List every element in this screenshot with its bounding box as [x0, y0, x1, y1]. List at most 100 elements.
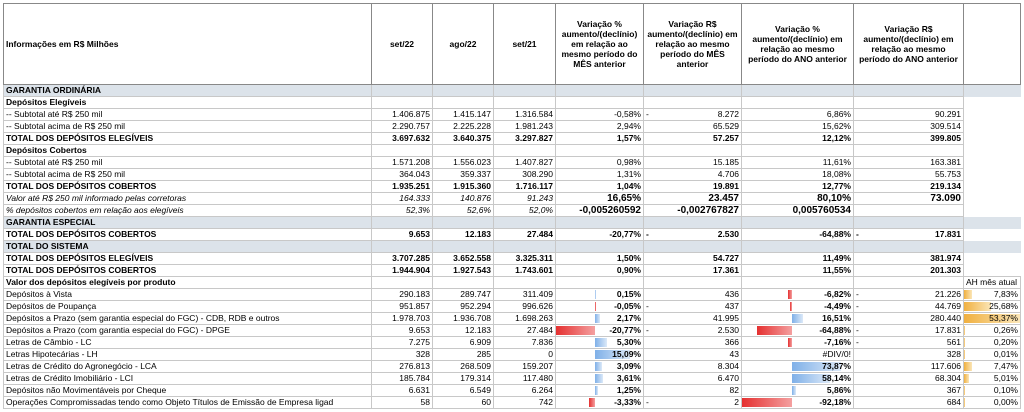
- row-label: Depósitos à Vista: [3, 288, 372, 301]
- value-cell: -20,77%: [555, 324, 644, 337]
- row-label: Depósitos a Prazo (com garantia especial…: [3, 324, 372, 337]
- value-cell: 11,55%: [741, 264, 854, 277]
- amount: 2.530: [717, 229, 739, 240]
- value-cell: [371, 96, 433, 109]
- value-cell: [643, 144, 742, 157]
- value-cell: 54.727: [643, 252, 742, 265]
- value-cell: 1.743.601: [493, 264, 556, 277]
- value-cell: [371, 276, 433, 289]
- value-cell: [643, 96, 742, 109]
- value-cell: 1,31%: [555, 168, 644, 181]
- value-cell: 1,25%: [555, 384, 644, 397]
- value-cell: 359.337: [432, 168, 494, 181]
- cell-text: 7,83%: [993, 289, 1018, 300]
- value-cell: 952.294: [432, 300, 494, 313]
- data-bar: [588, 398, 596, 407]
- amount: 2: [734, 397, 739, 408]
- ah-cell: 0,26%: [963, 324, 1021, 337]
- value-cell: 90.291: [853, 108, 964, 121]
- value-cell: #DIV/0!: [741, 348, 854, 361]
- sign: -: [646, 325, 649, 336]
- value-cell: 73.090: [853, 192, 964, 205]
- table-row: Depósitos de Poupança 951.857 952.294 996.6…: [3, 300, 1021, 313]
- value-cell: 364.043: [371, 168, 433, 181]
- value-cell: - 21.226: [853, 288, 964, 301]
- table-row: Letras de Crédito do Agronegócio - LCA 27…: [3, 360, 1021, 373]
- value-cell: 15,62%: [741, 120, 854, 133]
- value-cell: [493, 84, 556, 97]
- value-cell: [741, 96, 854, 109]
- value-cell: 27.484: [493, 324, 556, 337]
- ah-cell: [964, 205, 1021, 217]
- cell-text: 25,68%: [989, 301, 1018, 312]
- value-cell: 58,14%: [741, 372, 854, 385]
- value-cell: 15,09%: [555, 348, 644, 361]
- value-cell: 9.653: [371, 228, 433, 241]
- value-cell: 276.813: [371, 360, 433, 373]
- data-bar: [964, 338, 965, 347]
- cell-text: -4,49%: [824, 301, 851, 312]
- value-cell: 164.333: [371, 192, 433, 205]
- value-cell: 1.415.147: [432, 108, 494, 121]
- sign: -: [856, 325, 859, 336]
- sign: -: [646, 229, 649, 240]
- ah-cell: 0,20%: [963, 336, 1021, 349]
- value-cell: -64,88%: [741, 324, 854, 337]
- value-cell: -0,002767827: [643, 204, 742, 217]
- ah-cell: [964, 181, 1021, 193]
- table-row: Depósitos a Prazo (com garantia especial…: [3, 324, 1021, 337]
- accounting-value: - 8.272: [646, 109, 739, 120]
- table-row: % depósitos cobertos em relação aos eleg…: [3, 204, 1021, 217]
- sign: -: [646, 109, 649, 120]
- value-cell: 52,0%: [493, 204, 556, 217]
- value-cell: 58: [371, 396, 433, 409]
- cell-text: -64,88%: [819, 325, 851, 336]
- value-cell: 57.257: [643, 132, 742, 145]
- cell-text: 0,26%: [993, 325, 1018, 336]
- accounting-value: - 17.831: [856, 229, 961, 240]
- value-cell: [555, 240, 644, 253]
- value-cell: 68.304: [853, 372, 964, 385]
- value-cell: 12,77%: [741, 180, 854, 193]
- value-cell: [741, 216, 854, 229]
- row-label: Operações Compromissadas tendo como Obje…: [3, 396, 372, 409]
- value-cell: 82: [643, 384, 742, 397]
- value-cell: - 437: [643, 300, 742, 313]
- sign: -: [856, 289, 859, 300]
- cell-text: 15,09%: [612, 349, 641, 360]
- value-cell: 1,57%: [555, 132, 644, 145]
- value-cell: -3,33%: [555, 396, 644, 409]
- amount: 8.272: [717, 109, 739, 120]
- value-cell: [853, 96, 964, 109]
- value-cell: 2,94%: [555, 120, 644, 133]
- value-cell: 328: [853, 348, 964, 361]
- value-cell: 1.316.584: [493, 108, 556, 121]
- row-label: Letras Hipotecárias - LH: [3, 348, 372, 361]
- value-cell: 41.995: [643, 312, 742, 325]
- row-label: Depósitos Elegíveis: [3, 96, 372, 109]
- table-row: GARANTIA ESPECIAL: [3, 216, 1021, 229]
- value-cell: - 17.831: [853, 324, 964, 337]
- value-cell: [432, 144, 494, 157]
- row-label: TOTAL DOS DEPÓSITOS COBERTOS: [3, 228, 372, 241]
- table-row: TOTAL DOS DEPÓSITOS COBERTOS 9.653 12.183 2…: [3, 228, 1021, 241]
- ah-cell: [964, 265, 1021, 277]
- value-cell: [555, 144, 644, 157]
- amount: 17.831: [935, 229, 961, 240]
- data-bar: [556, 326, 596, 335]
- row-label: -- Subtotal até R$ 250 mil: [3, 108, 372, 121]
- value-cell: 436: [643, 288, 742, 301]
- value-cell: 3.652.558: [432, 252, 494, 265]
- ah-cell: [964, 229, 1021, 241]
- value-cell: 219.134: [853, 180, 964, 193]
- data-bar: [964, 326, 965, 335]
- value-cell: 12,12%: [741, 132, 854, 145]
- value-cell: [432, 96, 494, 109]
- value-cell: 742: [493, 396, 556, 409]
- table-row: Depósitos Elegíveis: [3, 96, 1021, 109]
- value-cell: [432, 84, 494, 97]
- value-cell: -92,18%: [741, 396, 854, 409]
- value-cell: [853, 276, 964, 289]
- value-cell: 328: [371, 348, 433, 361]
- value-cell: [853, 204, 964, 217]
